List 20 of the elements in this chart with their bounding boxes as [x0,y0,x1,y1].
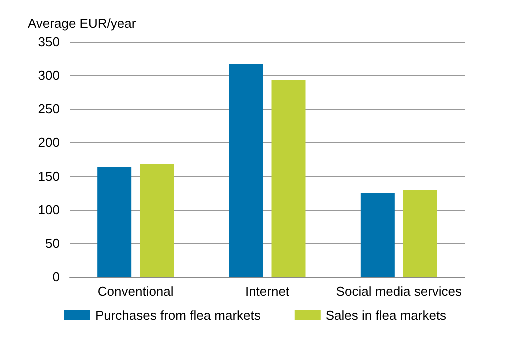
y-tick-label: 350 [38,34,60,50]
bar [229,64,264,277]
y-tick-label: 250 [38,102,60,117]
bar [98,168,132,277]
x-tick-label: Internet [245,284,290,299]
y-tick-label: 150 [38,168,60,184]
bar [360,193,395,277]
y-tick-label: 200 [38,135,60,150]
y-tick-label: 300 [38,68,60,84]
bar [403,190,438,277]
y-tick-label: 50 [46,236,60,251]
bar [140,164,174,277]
legend-label: Sales in flea markets [326,308,448,323]
x-tick-label: Social media services [336,284,463,299]
y-tick-label: 0 [52,270,60,284]
y-axis-title: Average EUR/year [28,16,137,31]
bar [272,80,306,277]
legend-label: Purchases from flea markets [95,308,262,323]
x-tick-label: Conventional [98,284,174,299]
y-tick-label: 100 [38,202,60,218]
